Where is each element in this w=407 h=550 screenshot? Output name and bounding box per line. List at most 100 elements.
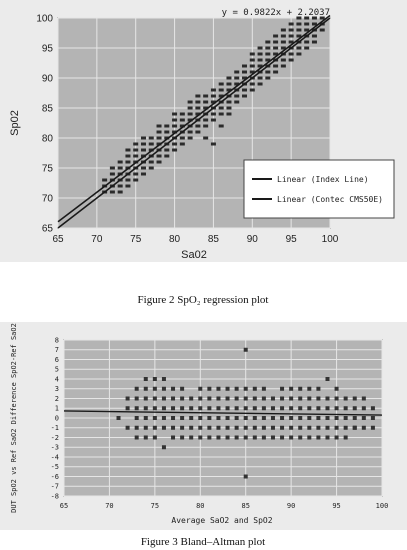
data-point: [143, 425, 148, 430]
data-point: [298, 435, 303, 440]
data-point: [288, 22, 294, 26]
data-point: [325, 406, 330, 411]
data-point: [189, 425, 194, 430]
data-point: [288, 52, 294, 56]
data-point: [161, 445, 166, 450]
data-point: [325, 377, 330, 381]
data-point: [198, 386, 203, 391]
data-point: [164, 154, 170, 158]
chart1-y-tick-label: 65: [42, 224, 54, 235]
data-point: [280, 396, 285, 401]
data-point: [180, 396, 185, 401]
data-point: [249, 64, 255, 68]
data-point: [280, 416, 285, 420]
data-point: [334, 406, 339, 411]
data-point: [280, 406, 285, 411]
data-point: [311, 16, 317, 20]
data-point: [270, 406, 275, 411]
data-point: [298, 425, 303, 430]
data-point: [180, 435, 185, 440]
data-point: [195, 124, 201, 128]
data-point: [152, 416, 157, 420]
data-point: [252, 396, 257, 401]
data-point: [152, 435, 157, 440]
chart2-x-tick-label: 90: [287, 502, 295, 510]
data-point: [117, 184, 123, 188]
data-point: [370, 416, 375, 420]
data-point: [125, 425, 130, 430]
data-point: [172, 118, 178, 122]
data-point: [156, 124, 162, 128]
data-point: [198, 406, 203, 411]
data-point: [280, 425, 285, 430]
data-point: [352, 425, 357, 430]
data-point: [304, 40, 310, 44]
data-point: [325, 425, 330, 430]
data-point: [117, 160, 123, 164]
data-point: [171, 406, 176, 411]
regression-line: [57, 14, 331, 223]
data-point: [207, 435, 212, 440]
chart2-y-tick-label: 7: [55, 346, 59, 354]
data-point: [216, 406, 221, 411]
chart1-y-tick-label: 80: [42, 134, 54, 145]
chart2-y-tick-label: -7: [51, 483, 59, 491]
data-point: [143, 386, 148, 391]
data-point: [270, 425, 275, 430]
data-point: [226, 100, 232, 104]
chart1-y-tick-label: 85: [42, 104, 54, 115]
chart1-x-tick-label: 75: [130, 234, 142, 245]
data-point: [280, 28, 286, 32]
data-point: [203, 100, 209, 104]
data-point: [156, 160, 162, 164]
data-point: [334, 416, 339, 420]
data-point: [152, 396, 157, 401]
data-point: [288, 28, 294, 32]
data-point: [198, 435, 203, 440]
data-point: [243, 474, 248, 479]
data-point: [125, 160, 131, 164]
data-point: [180, 386, 185, 391]
data-point: [116, 416, 121, 420]
data-point: [242, 94, 248, 98]
data-point: [334, 396, 339, 401]
data-point: [298, 386, 303, 391]
data-point: [195, 94, 201, 98]
data-point: [234, 425, 239, 430]
data-point: [288, 34, 294, 38]
chart1-x-axis-label: Sa02: [181, 249, 207, 261]
chart2-y-tick-label: 6: [55, 356, 59, 364]
chart2-x-tick-label: 95: [332, 502, 340, 510]
data-point: [361, 406, 366, 411]
data-point: [261, 386, 266, 391]
data-point: [226, 106, 232, 110]
chart2-y-axis-label: DUT SpO2 vs Ref SaO2 Difference SpO2-Ref…: [10, 323, 18, 513]
data-point: [311, 34, 317, 38]
data-point: [289, 396, 294, 401]
chart2-x-tick-label: 85: [241, 502, 249, 510]
chart2-y-tick-label: 2: [55, 395, 59, 403]
data-point: [261, 406, 266, 411]
data-point: [296, 22, 302, 26]
data-point: [148, 166, 154, 170]
data-point: [352, 416, 357, 420]
data-point: [203, 94, 209, 98]
data-point: [304, 16, 310, 20]
data-point: [125, 154, 131, 158]
data-point: [171, 425, 176, 430]
chart1-x-tick-label: 70: [91, 234, 103, 245]
data-point: [243, 435, 248, 440]
data-point: [218, 112, 224, 116]
chart1-x-tick-label: 90: [247, 234, 259, 245]
chart2-trend-line: [63, 410, 383, 416]
data-point: [265, 58, 271, 62]
data-point: [361, 416, 366, 420]
chart1-y-tick-label: 95: [42, 44, 54, 55]
data-point: [161, 406, 166, 411]
data-point: [270, 435, 275, 440]
data-point: [216, 396, 221, 401]
data-point: [140, 136, 146, 140]
data-point: [257, 46, 263, 50]
data-point: [226, 76, 232, 80]
chart2-x-axis-label: Average SaO2 and SpO2: [171, 516, 272, 525]
